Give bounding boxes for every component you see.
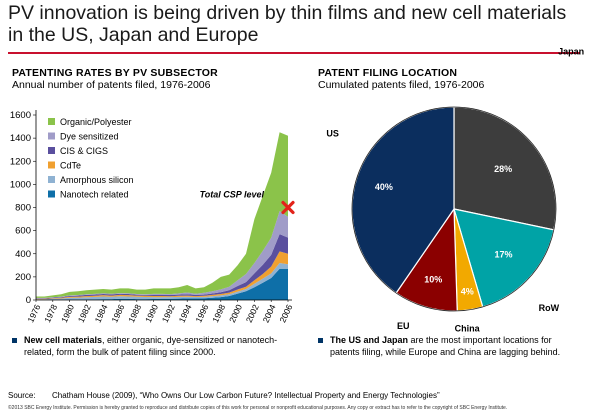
pie-category-label: Japan <box>558 47 584 57</box>
pie-chart-title: PATENT FILING LOCATION <box>318 67 458 79</box>
source-label: Source: <box>8 391 36 400</box>
left-note-text: , either organic, dye-sensitized or nano… <box>24 335 278 357</box>
pie-category-label: RoW <box>539 303 560 313</box>
pie-value-label: 28% <box>494 164 512 174</box>
legend-label: Organic/Polyester <box>60 117 132 127</box>
x-tick-label: 1996 <box>193 303 210 325</box>
legend-swatch <box>48 132 55 140</box>
y-tick-label: 400 <box>15 249 31 260</box>
legend-label: Dye sensitized <box>60 132 119 142</box>
x-tick-label: 2006 <box>277 303 294 325</box>
legend-swatch <box>48 190 55 198</box>
x-tick-label: 1980 <box>59 303 76 325</box>
x-tick-label: 1992 <box>160 303 177 325</box>
y-tick-label: 1400 <box>10 133 31 144</box>
x-tick-label: 1982 <box>76 303 93 325</box>
x-tick-label: 1984 <box>93 303 110 325</box>
pie-value-label: 17% <box>494 250 512 260</box>
pie-outline <box>351 106 557 312</box>
x-tick-label: 1988 <box>126 303 143 325</box>
y-tick-label: 1000 <box>10 179 31 190</box>
legend-swatch <box>48 161 55 169</box>
x-tick-label: 1986 <box>109 303 126 325</box>
right-note-text: are the most important locations for pat… <box>330 335 561 357</box>
y-tick-label: 600 <box>15 226 31 237</box>
legend-label: Amorphous silicon <box>60 175 134 185</box>
pie-category-label: China <box>455 324 481 334</box>
x-tick-label: 1990 <box>143 303 160 325</box>
bullet-icon <box>12 338 17 343</box>
y-tick-label: 800 <box>15 203 31 214</box>
area-chart-subtitle: Annual number of patents filed, 1976-200… <box>12 79 211 91</box>
y-tick-label: 1200 <box>10 156 31 167</box>
x-tick-label: 1994 <box>177 303 194 325</box>
legend-swatch <box>48 147 55 154</box>
legend-label: Nanotech related <box>60 190 129 200</box>
pie-value-label: 40% <box>375 182 393 192</box>
y-tick-label: 200 <box>15 272 31 283</box>
annotation-label: Total CSP level <box>200 190 265 200</box>
area-chart-title: PATENTING RATES BY PV SUBSECTOR <box>12 67 218 79</box>
pie-chart: 28% Japan 17% RoW 4% China 10% EU 40% US <box>326 47 584 334</box>
x-tick-label: 2000 <box>227 303 244 325</box>
legend-label: CdTe <box>60 161 81 171</box>
pie-chart-subtitle: Cumulated patents filed, 1976-2006 <box>318 79 485 91</box>
copyright-text: ©2013 SBC Energy Institute. Permission i… <box>8 405 508 411</box>
x-tick-label: 2004 <box>261 303 278 325</box>
y-tick-label: 1600 <box>10 110 31 121</box>
bullet-icon <box>318 338 323 343</box>
x-tick-label: 1998 <box>210 303 227 325</box>
y-tick-label: 0 <box>26 295 31 306</box>
legend-swatch <box>48 118 55 125</box>
x-tick-label: 2002 <box>244 303 261 325</box>
right-note-bold: The US and Japan <box>330 335 409 345</box>
page-title: PV innovation is being driven by thin fi… <box>8 2 567 46</box>
pie-category-label: EU <box>397 321 410 331</box>
legend-label: CIS & CIGS <box>60 146 108 156</box>
pie-value-label: 10% <box>424 274 442 284</box>
legend-swatch <box>48 176 55 183</box>
title-underline <box>8 52 580 54</box>
pie-category-label: US <box>326 129 339 139</box>
source-text: Chatham House (2009), “Who Owns Our Low … <box>52 391 440 400</box>
x-tick-label: 1978 <box>42 303 59 325</box>
csp-marker-icon <box>281 200 295 215</box>
left-note-bold: New cell materials <box>24 335 103 345</box>
pie-value-label: 4% <box>461 287 474 297</box>
area-series-0 <box>36 268 288 300</box>
